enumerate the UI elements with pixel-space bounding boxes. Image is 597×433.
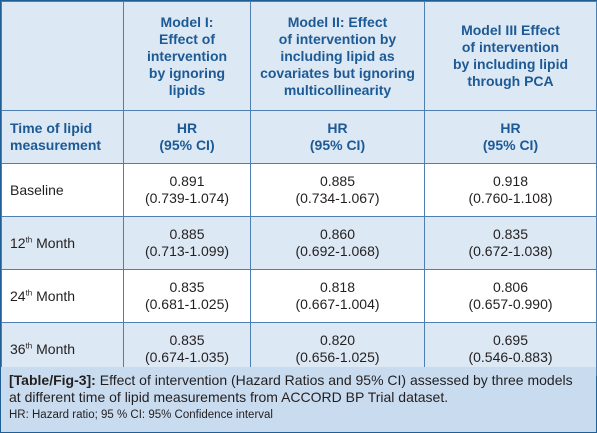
hr-header-model-3: HR (95% CI): [424, 110, 597, 164]
header-blank-cell: [1, 1, 124, 111]
cell-model-2: 0.818 (0.667-1.004): [250, 269, 425, 323]
hr-header-model-2: HR (95% CI): [250, 110, 425, 164]
cell-model-1: 0.885 (0.713-1.099): [123, 216, 251, 270]
time-of-lipid-header: Time of lipid measurement: [1, 110, 124, 164]
cell-model-3: 0.835 (0.672-1.038): [424, 216, 597, 270]
header-model-2: Model II: Effect of intervention by incl…: [250, 1, 425, 111]
results-table: Model I: Effect of intervention by ignor…: [1, 1, 597, 376]
cell-model-1: 0.835 (0.681-1.025): [123, 269, 251, 323]
cell-model-2: 0.885 (0.734-1.067): [250, 163, 425, 217]
header-model-1: Model I: Effect of intervention by ignor…: [123, 1, 251, 111]
caption-text: [Table/Fig-3]: Effect of intervention (H…: [9, 372, 586, 406]
cell-model-3: 0.918 (0.760-1.108): [424, 163, 597, 217]
caption-label: [Table/Fig-3]:: [9, 372, 96, 388]
cell-model-3: 0.806 (0.657-0.990): [424, 269, 597, 323]
cell-model-1: 0.891 (0.739-1.074): [123, 163, 251, 217]
cell-model-2: 0.860 (0.692-1.068): [250, 216, 425, 270]
row-label: 24th Month: [1, 269, 124, 323]
row-label: Baseline: [1, 163, 124, 217]
table-row: Baseline 0.891 (0.739-1.074) 0.885 (0.734-…: [1, 163, 597, 217]
row-label: 12th Month: [1, 216, 124, 270]
caption-abbreviations: HR: Hazard ratio; 95 % CI: 95% Confidenc…: [9, 409, 273, 421]
table-row: 12th Month 0.885 (0.713-1.099) 0.860 (0.69…: [1, 216, 597, 270]
header-model-3: Model III Effect of intervention by incl…: [424, 1, 597, 111]
hr-header-row: Time of lipid measurement HR (95% CI) HR…: [1, 110, 597, 164]
hr-header-model-1: HR (95% CI): [123, 110, 251, 164]
figure-caption: [Table/Fig-3]: Effect of intervention (H…: [1, 367, 596, 432]
model-header-row: Model I: Effect of intervention by ignor…: [1, 1, 597, 111]
caption-body: Effect of intervention (Hazard Ratios an…: [9, 372, 573, 405]
table-row: 24th Month 0.835 (0.681-1.025) 0.818 (0.66…: [1, 269, 597, 323]
